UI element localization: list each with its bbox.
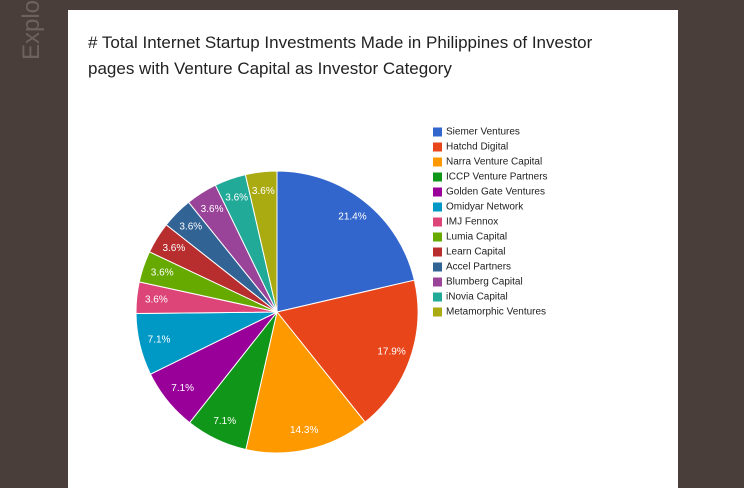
legend-label: Hatchd Digital xyxy=(446,142,508,153)
legend-swatch xyxy=(433,127,442,137)
legend-label: ICCP Venture Partners xyxy=(446,172,548,183)
data-label: 3.6% xyxy=(252,186,275,197)
legend-label: Lumia Capital xyxy=(446,232,507,243)
chart: 21.4%17.9%14.3%7.1%7.1%7.1%3.6%3.6%3.6%3… xyxy=(135,127,548,454)
data-label: 3.6% xyxy=(201,204,224,215)
legend-label: Metamorphic Ventures xyxy=(446,307,546,318)
data-label: 7.1% xyxy=(148,335,171,346)
legend-swatch xyxy=(433,277,442,287)
legend-swatch xyxy=(433,232,442,242)
pie-slice xyxy=(276,170,415,313)
legend-label: Siemer Ventures xyxy=(446,127,520,138)
data-label: 17.9% xyxy=(377,346,405,357)
legend-swatch xyxy=(433,142,442,152)
data-label: 3.6% xyxy=(151,268,174,279)
pie-slice xyxy=(244,170,278,313)
legend-label: Omidyar Network xyxy=(446,202,524,213)
sidebar-label[interactable]: Explo xyxy=(18,0,45,60)
chart-card: # Total Internet Startup Investments Mad… xyxy=(68,10,678,488)
legend-swatch xyxy=(433,217,442,227)
chart-title: # Total Internet Startup Investments Mad… xyxy=(88,33,593,78)
legend-swatch xyxy=(433,187,442,197)
legend-label: Blumberg Capital xyxy=(446,277,523,288)
legend-swatch xyxy=(433,307,442,317)
legend-swatch xyxy=(433,157,442,167)
legend-swatch xyxy=(433,247,442,257)
pie-slice xyxy=(245,310,366,454)
legend-swatch xyxy=(433,262,442,272)
data-label: 7.1% xyxy=(213,416,236,427)
data-label: 3.6% xyxy=(225,192,248,203)
legend-label: Accel Partners xyxy=(446,262,511,273)
data-label: 21.4% xyxy=(338,212,366,223)
pie-slice xyxy=(276,279,419,423)
legend-label: Learn Capital xyxy=(446,247,505,258)
legend-label: IMJ Fennox xyxy=(446,217,498,228)
data-label: 14.3% xyxy=(290,425,318,436)
legend-label: iNovia Capital xyxy=(446,292,508,303)
data-label: 3.6% xyxy=(179,221,202,232)
data-label: 3.6% xyxy=(145,294,168,305)
data-label: 3.6% xyxy=(162,243,185,254)
legend-swatch xyxy=(433,202,442,212)
data-label: 7.1% xyxy=(171,383,194,394)
legend-label: Golden Gate Ventures xyxy=(446,187,545,198)
legend-swatch xyxy=(433,172,442,182)
legend-label: Narra Venture Capital xyxy=(446,157,542,168)
legend-swatch xyxy=(433,292,442,302)
